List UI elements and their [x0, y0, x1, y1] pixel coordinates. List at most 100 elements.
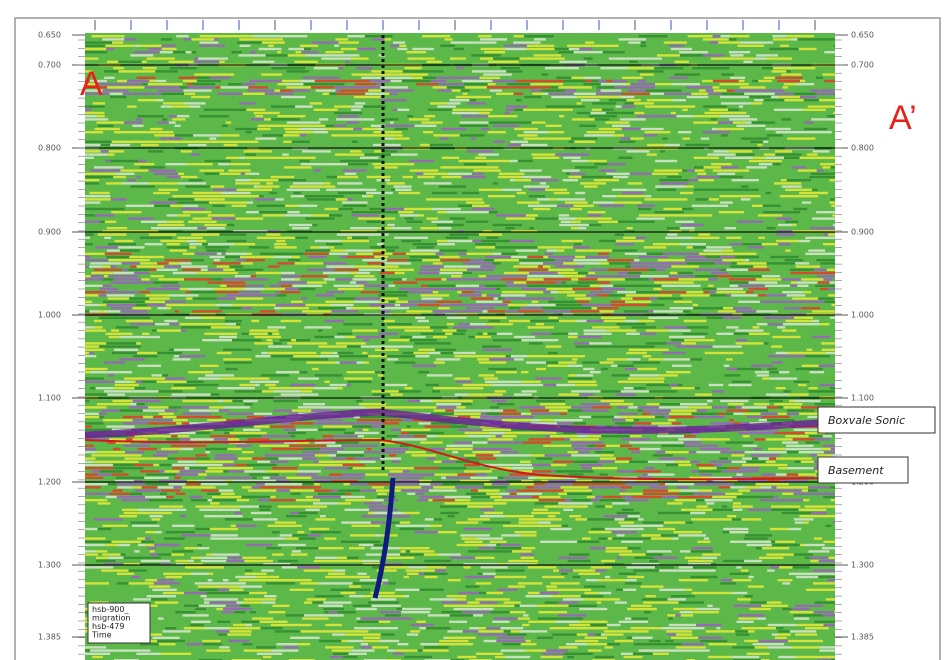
texture-stroke [656, 188, 676, 191]
texture-stroke [160, 105, 172, 108]
texture-stroke [792, 223, 797, 227]
texture-stroke [594, 163, 608, 166]
texture-stroke [618, 156, 633, 159]
texture-stroke [242, 556, 267, 559]
texture-stroke [691, 204, 709, 207]
texture-stroke [354, 627, 378, 630]
texture-stroke [792, 566, 810, 569]
texture-stroke [220, 515, 243, 518]
texture-stroke [629, 441, 639, 444]
texture-stroke [611, 364, 618, 367]
texture-stroke [153, 582, 180, 585]
texture-stroke [357, 47, 376, 51]
texture-stroke [111, 211, 119, 214]
texture-stroke [780, 179, 787, 182]
texture-stroke [343, 483, 350, 486]
texture-stroke [142, 67, 157, 70]
texture-stroke [746, 166, 767, 169]
texture-stroke [513, 121, 532, 124]
texture-stroke [616, 470, 636, 473]
texture-stroke [245, 211, 260, 214]
texture-stroke [121, 508, 138, 511]
texture-stroke [246, 108, 266, 111]
texture-stroke [804, 127, 828, 131]
texture-stroke [601, 287, 626, 291]
texture-stroke [618, 38, 646, 41]
texture-stroke [211, 217, 236, 220]
texture-stroke [226, 559, 245, 563]
texture-stroke [563, 156, 581, 159]
texture-stroke [584, 598, 610, 601]
texture-stroke [644, 415, 656, 419]
texture-stroke [587, 159, 598, 163]
texture-stroke [681, 508, 688, 511]
texture-stroke [195, 527, 210, 531]
texture-stroke [767, 355, 779, 358]
texture-stroke [580, 182, 607, 185]
texture-stroke [207, 198, 225, 201]
texture-stroke [644, 67, 655, 70]
texture-stroke [778, 633, 791, 636]
texture-stroke [450, 41, 478, 44]
texture-stroke [691, 591, 715, 595]
texture-stroke [747, 415, 763, 419]
texture-stroke [114, 44, 136, 47]
texture-stroke [756, 323, 768, 326]
texture-stroke [731, 275, 743, 278]
texture-stroke [252, 60, 275, 63]
texture-stroke [749, 607, 771, 611]
texture-stroke [390, 79, 402, 83]
texture-stroke [712, 479, 725, 483]
texture-stroke [104, 220, 117, 223]
texture-stroke [598, 591, 612, 595]
texture-stroke [803, 447, 821, 451]
texture-stroke [612, 188, 641, 191]
texture-stroke [225, 479, 232, 483]
texture-stroke [115, 172, 135, 175]
texture-stroke [605, 425, 613, 428]
texture-stroke [229, 431, 237, 435]
texture-stroke [721, 505, 728, 508]
texture-stroke [271, 67, 286, 70]
texture-stroke [517, 159, 533, 163]
texture-stroke [252, 617, 274, 620]
texture-stroke [461, 537, 478, 540]
texture-stroke [481, 294, 487, 297]
texture-stroke [764, 316, 790, 319]
texture-stroke [182, 399, 192, 403]
texture-stroke [127, 179, 136, 182]
texture-stroke [821, 348, 835, 351]
texture-stroke [492, 339, 522, 342]
texture-stroke [153, 281, 179, 284]
texture-stroke [299, 463, 316, 467]
texture-stroke [214, 73, 235, 76]
texture-stroke [400, 489, 429, 492]
texture-stroke [567, 294, 586, 297]
texture-stroke [266, 339, 273, 342]
texture-stroke [106, 425, 135, 428]
texture-stroke [331, 310, 359, 313]
texture-stroke [144, 86, 156, 89]
texture-stroke [85, 652, 111, 655]
texture-stroke [477, 537, 504, 540]
texture-stroke [706, 316, 723, 319]
texture-stroke [85, 566, 114, 569]
texture-stroke [454, 355, 483, 358]
texture-stroke [462, 604, 479, 607]
texture-stroke [656, 54, 680, 57]
texture-stroke [107, 153, 115, 156]
texture-stroke [417, 271, 440, 275]
texture-stroke [575, 249, 601, 252]
texture-stroke [446, 211, 462, 214]
texture-stroke [129, 403, 137, 406]
texture-stroke [93, 326, 103, 329]
texture-stroke [742, 275, 762, 278]
texture-stroke [391, 521, 400, 524]
texture-stroke [467, 79, 493, 83]
texture-stroke [394, 236, 417, 239]
texture-stroke [452, 108, 466, 111]
texture-stroke [627, 271, 642, 275]
texture-stroke [696, 175, 720, 179]
texture-stroke [632, 361, 660, 364]
texture-stroke [798, 473, 817, 476]
